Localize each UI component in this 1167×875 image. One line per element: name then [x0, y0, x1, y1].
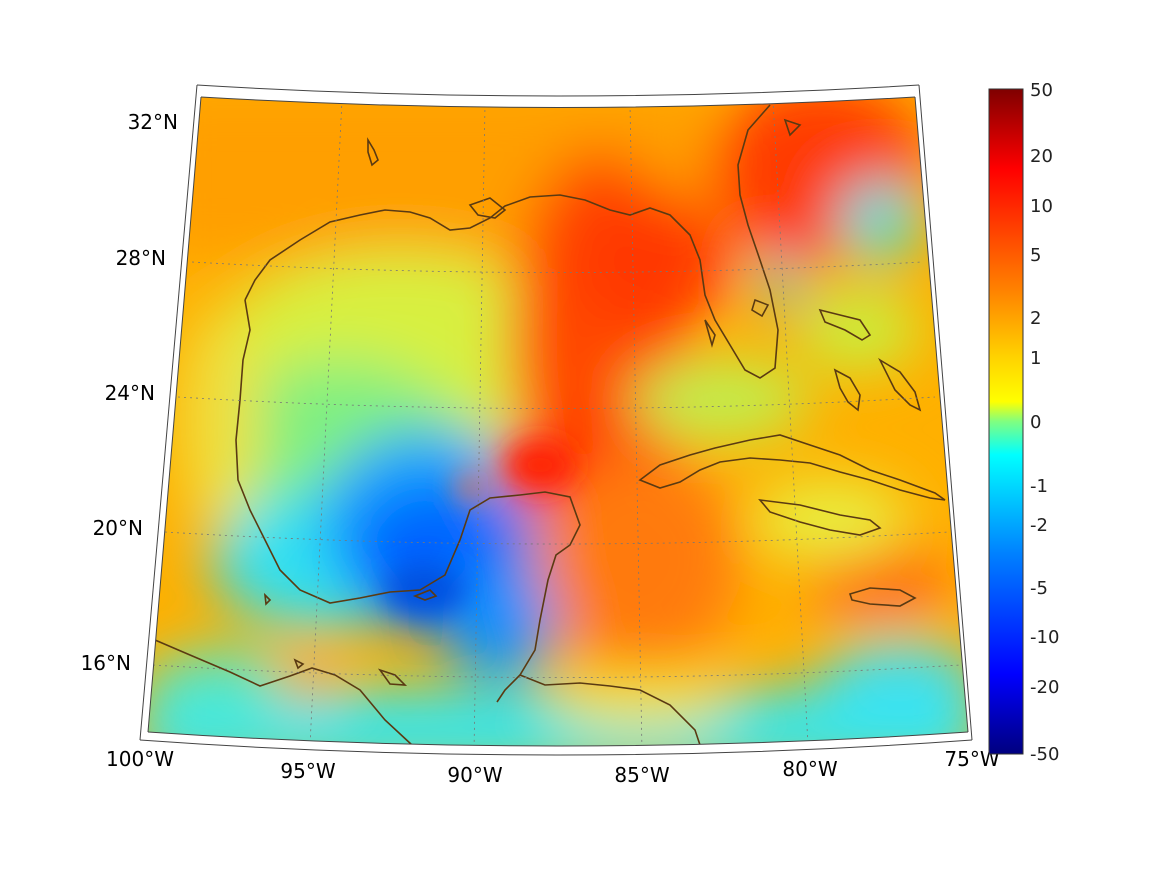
- colorbar-label-2: 2: [1030, 308, 1041, 329]
- lon-label-95: 95°W: [280, 759, 335, 783]
- colorbar-label-neg2: -2: [1030, 515, 1048, 536]
- map-frame: [139, 84, 973, 756]
- colorbar-label-neg1: -1: [1030, 476, 1048, 497]
- lat-label-24: 24°N: [105, 381, 155, 405]
- colorbar-label-20: 20: [1030, 146, 1053, 167]
- colorbar-tick-labels: 50 20 10 5 2 1 0 -1 -2 -5 -10 -20 -50: [1030, 80, 1059, 765]
- lon-label-90: 90°W: [447, 763, 502, 787]
- gridlines: [152, 99, 961, 746]
- map-field: [148, 97, 968, 746]
- lat-label-32: 32°N: [128, 110, 178, 134]
- lon-label-80: 80°W: [782, 757, 837, 781]
- longitude-labels: 100°W 95°W 90°W 85°W 80°W 75°W: [106, 747, 1000, 787]
- coastlines: [154, 104, 946, 746]
- latitude-labels: 32°N 28°N 24°N 20°N 16°N: [81, 110, 178, 675]
- colorbar-label-10: 10: [1030, 196, 1053, 217]
- colorbar-label-1: 1: [1030, 348, 1041, 369]
- colorbar-label-0: 0: [1030, 412, 1041, 433]
- colorbar-label-neg20: -20: [1030, 677, 1059, 698]
- lon-label-100: 100°W: [106, 747, 174, 771]
- colorbar-label-50: 50: [1030, 80, 1053, 101]
- colorbar-label-neg5: -5: [1030, 578, 1048, 599]
- lat-label-20: 20°N: [93, 516, 143, 540]
- colorbar-label-5: 5: [1030, 245, 1041, 266]
- colorbar: 50 20 10 5 2 1 0 -1 -2 -5 -10 -20 -50: [988, 80, 1059, 765]
- colorbar-label-neg50: -50: [1030, 744, 1059, 765]
- lat-label-16: 16°N: [81, 651, 131, 675]
- lat-label-28: 28°N: [116, 246, 166, 270]
- lon-label-85: 85°W: [614, 763, 669, 787]
- colorbar-gradient: [988, 88, 1024, 755]
- colorbar-label-neg10: -10: [1030, 627, 1059, 648]
